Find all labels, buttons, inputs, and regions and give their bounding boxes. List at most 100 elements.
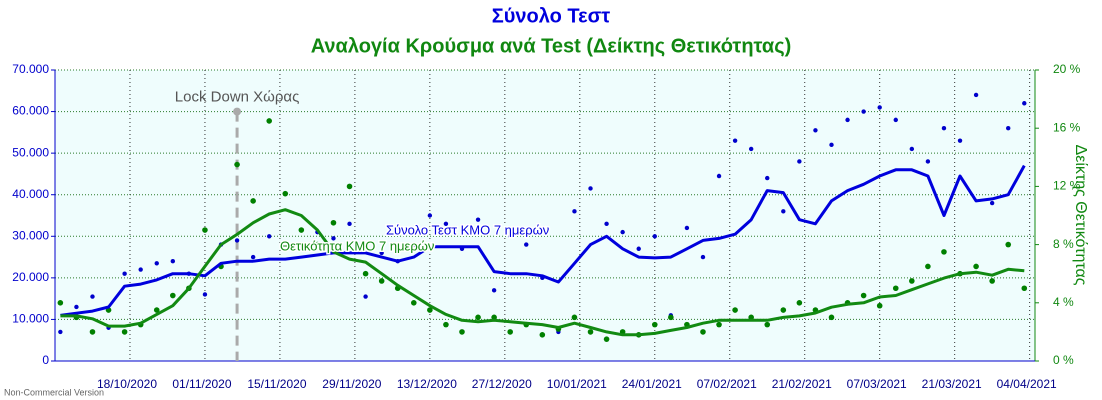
data-point: [781, 209, 786, 214]
annotation-point: [233, 107, 242, 116]
data-point: [652, 234, 657, 239]
data-point: [57, 300, 64, 306]
series-line: [60, 164, 1026, 317]
data-point: [876, 302, 883, 309]
data-point: [829, 142, 834, 148]
data-point: [379, 250, 384, 256]
data-point: [202, 292, 208, 297]
data-point: [797, 159, 802, 164]
data-point: [331, 236, 336, 241]
annotation-label: Lock Down Χώρας: [175, 89, 300, 106]
data-point: [587, 329, 594, 335]
data-point: [700, 254, 706, 260]
x-tick-label: 15/11/2020: [247, 377, 306, 391]
data-point: [250, 198, 256, 204]
data-point: [475, 314, 481, 321]
data-point: [941, 126, 947, 131]
plot-background: [55, 70, 1035, 361]
y2-axis-title: Δείκτης Θετικότητας: [1072, 145, 1089, 286]
data-point: [298, 227, 305, 233]
data-point: [764, 321, 771, 328]
data-point: [651, 321, 658, 328]
data-point: [153, 307, 160, 313]
x-tick-label: 21/03/2021: [922, 377, 982, 391]
data-point: [989, 200, 995, 206]
series-line: [60, 208, 1025, 337]
chart-subtitle: Αναλογία Κρούσμα ανά Test (Δείκτης Θετικ…: [311, 35, 792, 57]
chart-title: Σύνολο Τεστ: [492, 5, 611, 27]
data-point: [524, 242, 529, 247]
x-tick-label: 07/02/2021: [697, 377, 757, 391]
data-point: [347, 221, 352, 227]
data-point: [475, 217, 481, 222]
x-tick-label: 24/01/2021: [622, 377, 682, 391]
data-point: [1021, 285, 1028, 292]
data-point: [330, 219, 337, 226]
footer: Non-Commercial Version: [4, 387, 104, 397]
data-point: [572, 209, 577, 214]
data-point: [845, 117, 850, 123]
data-point: [58, 329, 63, 335]
data-point: [668, 314, 674, 321]
data-point: [732, 307, 738, 313]
x-tick-label: 29/11/2020: [322, 377, 381, 391]
y-tick-label: 60.000: [12, 104, 49, 118]
data-point: [909, 278, 915, 284]
y-tick-label: 30.000: [12, 228, 49, 242]
data-point: [170, 259, 176, 264]
y-tick-label: 20.000: [12, 270, 49, 284]
data-point: [250, 254, 256, 260]
data-point: [684, 225, 690, 231]
data-point: [363, 294, 368, 299]
data-point: [892, 285, 899, 292]
data-point: [314, 241, 321, 248]
data-point: [378, 278, 385, 284]
data-point: [234, 161, 240, 168]
x-tick-label: 01/11/2020: [172, 377, 231, 391]
data-point: [443, 321, 449, 328]
y-tick-label: 10.000: [12, 312, 49, 326]
data-point: [1005, 241, 1012, 248]
data-point: [202, 227, 208, 233]
y2-tick-label: 4 %: [1053, 295, 1074, 309]
data-point: [491, 314, 497, 321]
data-point: [716, 173, 722, 179]
data-point: [957, 138, 963, 143]
data-point: [89, 329, 96, 335]
x-tick-label: 07/03/2021: [847, 377, 907, 391]
data-point: [234, 238, 240, 243]
x-tick-label: 10/01/2021: [547, 377, 607, 391]
data-point: [732, 138, 738, 143]
y-tick-label: 0: [42, 353, 49, 367]
data-point: [427, 213, 433, 218]
data-point: [941, 249, 947, 255]
data-point: [459, 329, 465, 335]
y2-tick-label: 20 %: [1053, 62, 1081, 76]
data-point: [748, 314, 754, 321]
data-point: [1006, 126, 1011, 131]
data-point: [362, 270, 369, 277]
data-point: [427, 307, 433, 313]
data-point: [282, 190, 289, 197]
data-point: [636, 246, 641, 251]
data-point: [90, 294, 95, 299]
data-point: [443, 221, 449, 227]
data-point: [973, 263, 979, 270]
data-point: [716, 321, 722, 328]
y2-tick-label: 16 %: [1053, 120, 1081, 134]
x-tick-label: 04/04/2021: [997, 377, 1057, 391]
data-point: [507, 329, 513, 335]
data-point: [121, 329, 128, 335]
data-point: [893, 117, 898, 123]
data-point: [346, 183, 353, 190]
data-point: [122, 271, 127, 276]
y-tick-label: 70.000: [12, 62, 49, 76]
data-point: [410, 300, 417, 306]
x-tick-label: 18/10/2020: [97, 377, 157, 391]
data-point: [748, 146, 754, 152]
y2-tick-label: 8 %: [1053, 237, 1074, 251]
y2-tick-label: 12 %: [1053, 179, 1081, 193]
data-point: [813, 128, 818, 133]
data-point: [860, 292, 867, 299]
